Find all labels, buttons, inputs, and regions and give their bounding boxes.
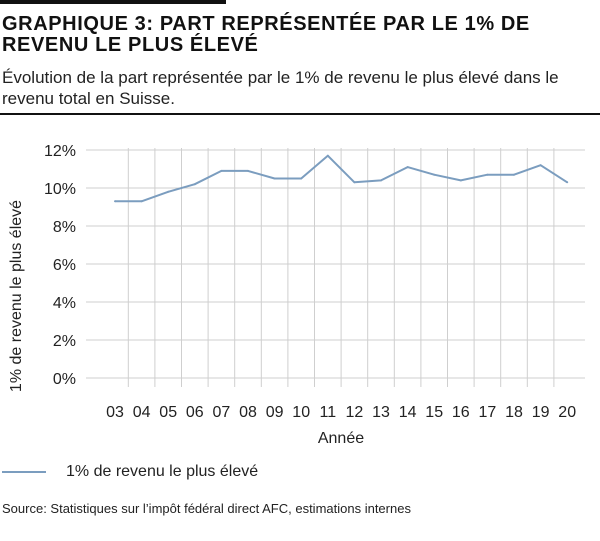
series-group [114, 154, 569, 203]
y-tick-label: 0% [53, 371, 76, 388]
x-tick-label: 11 [319, 404, 336, 421]
line-chart: 0% 2% 4% 6% 8% 10% 12% 03 04 05 06 07 08 09 10 11 12 13 1… [8, 143, 585, 447]
data-point [167, 190, 170, 193]
data-point [300, 177, 303, 180]
data-point [247, 169, 249, 172]
data-point [486, 173, 489, 176]
x-tick-label: 05 [159, 404, 177, 421]
legend: 1% de revenu le plus élevé [0, 462, 600, 482]
x-tick-label: 04 [133, 404, 151, 421]
y-tick-label: 2% [53, 333, 76, 350]
chart-title: GRAPHIQUE 3: PART REPRÉSENTÉE PAR LE 1% … [2, 13, 530, 56]
series-line [115, 154, 568, 203]
x-axis-label: Année [318, 430, 364, 447]
source-note: Source: Statistiques sur l’impôt fédéral… [2, 501, 411, 516]
y-axis-ticks: 0% 2% 4% 6% 8% 10% 12% [44, 143, 76, 388]
x-tick-label: 03 [106, 404, 124, 421]
data-point [459, 179, 462, 182]
y-tick-label: 4% [53, 295, 76, 312]
x-tick-label: 17 [479, 404, 497, 421]
x-tick-label: 09 [266, 404, 284, 421]
data-point [566, 181, 569, 184]
data-point [273, 177, 276, 180]
x-tick-label: 13 [372, 404, 390, 421]
x-tick-label: 14 [399, 404, 417, 421]
x-tick-label: 06 [186, 404, 204, 421]
chart-grid [86, 148, 585, 387]
chart-subtitle: Évolution de la part représentée par le … [2, 68, 559, 108]
y-tick-label: 6% [53, 257, 76, 274]
x-tick-label: 18 [505, 404, 523, 421]
data-point [406, 166, 409, 169]
data-point [140, 200, 143, 203]
data-point [380, 179, 382, 182]
data-point [353, 181, 356, 184]
legend-label: 1% de revenu le plus élevé [66, 463, 259, 480]
x-tick-label: 15 [425, 404, 443, 421]
x-tick-label: 08 [239, 404, 257, 421]
data-point [193, 183, 196, 186]
data-point [513, 173, 515, 176]
y-tick-label: 8% [53, 219, 76, 236]
x-axis-ticks: 03 04 05 06 07 08 09 10 11 12 13 14 15 16 17 18 19 20 [106, 404, 576, 421]
x-tick-label: 19 [532, 404, 550, 421]
legend-swatch [2, 471, 46, 473]
header-divider [0, 113, 600, 115]
x-tick-label: 20 [558, 404, 576, 421]
x-tick-label: 07 [213, 404, 231, 421]
data-point [220, 169, 223, 172]
top-accent-rule [0, 0, 226, 4]
x-tick-label: 12 [346, 404, 364, 421]
data-point [539, 164, 542, 167]
y-axis-label: 1% de revenu le plus élevé [8, 200, 25, 392]
x-tick-label: 16 [452, 404, 470, 421]
y-tick-label: 12% [44, 143, 76, 160]
x-tick-label: 10 [292, 404, 310, 421]
y-tick-label: 10% [44, 181, 76, 198]
data-point [326, 154, 329, 157]
data-point [433, 173, 436, 176]
data-point [114, 200, 116, 203]
